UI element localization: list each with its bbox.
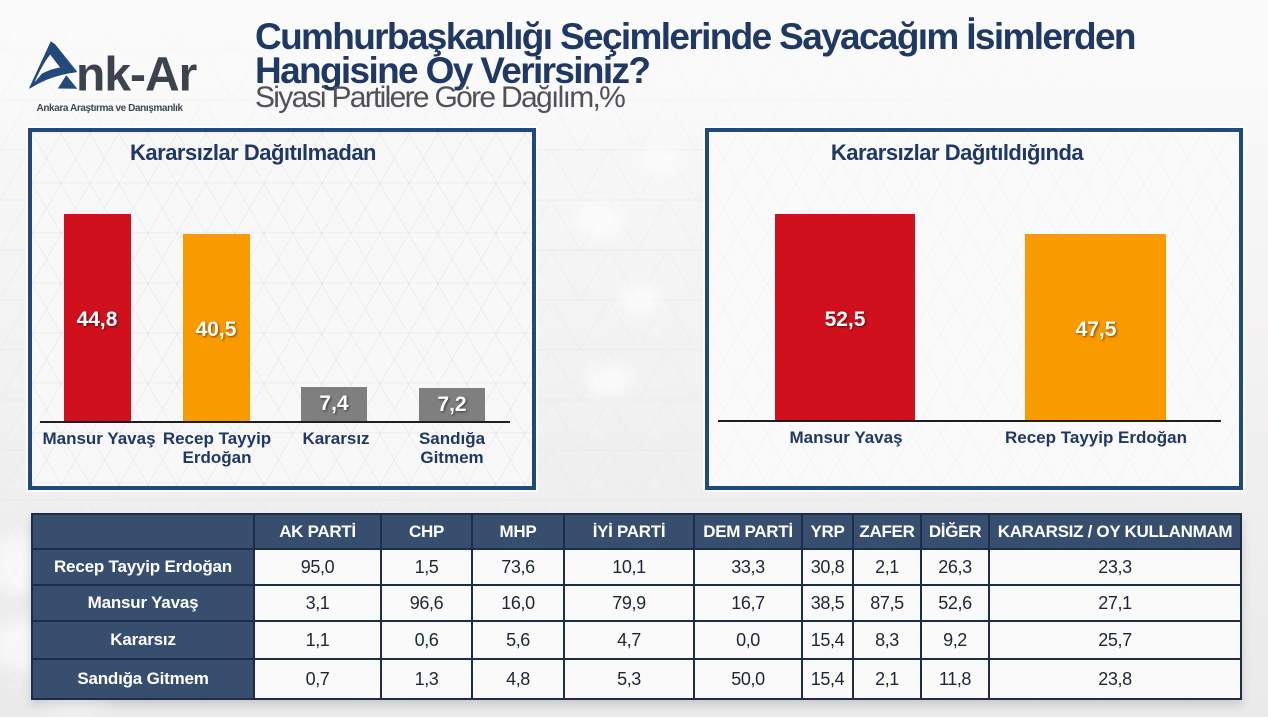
- svg-text:Ankara Araştırma ve Danışmanlı: Ankara Araştırma ve Danışmanlık: [37, 103, 184, 114]
- svg-text:nk-Ar: nk-Ar: [76, 49, 197, 102]
